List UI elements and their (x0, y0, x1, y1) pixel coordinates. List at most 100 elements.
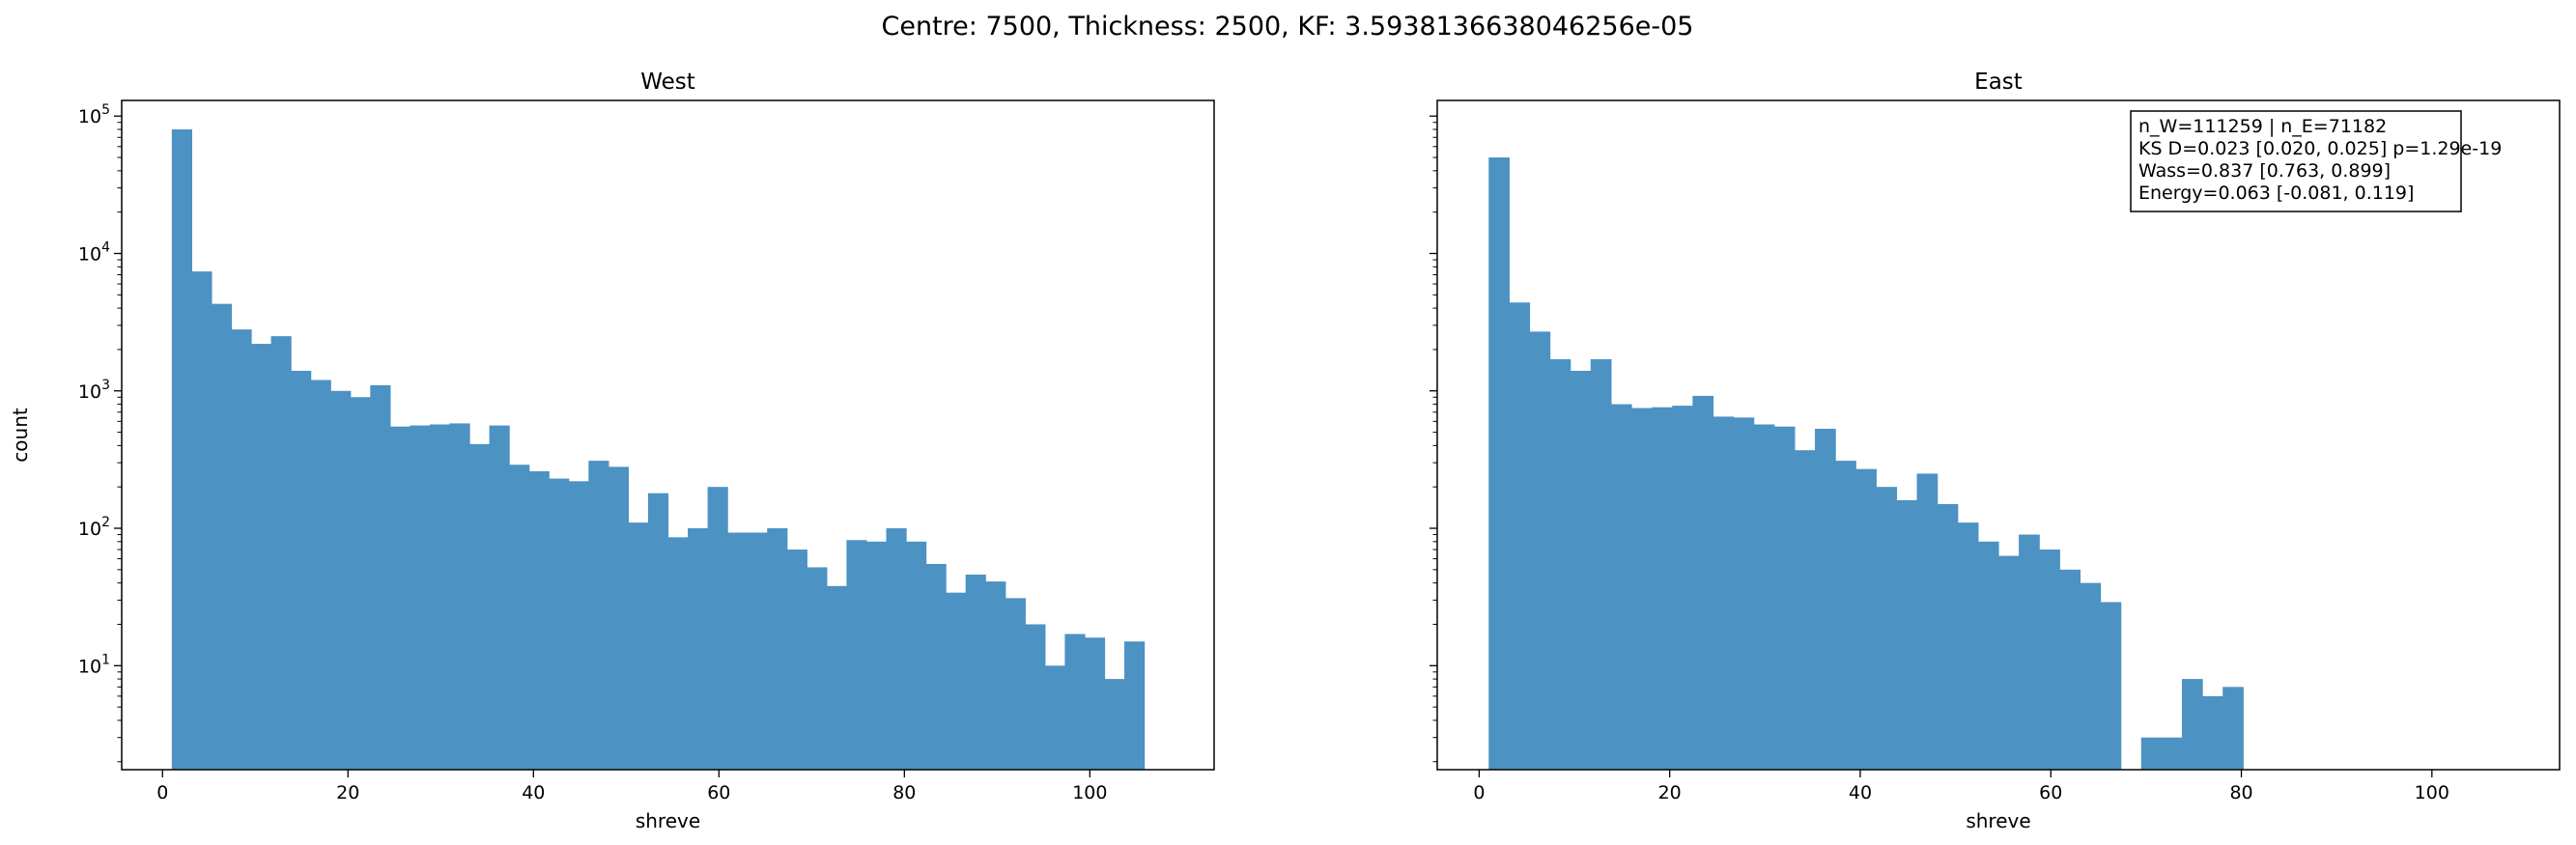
east-axes-frame (1436, 99, 2561, 771)
east-bar-14 (1773, 426, 1796, 770)
east-stats-box: n_W=111259 | n_E=71182 KS D=0.023 [0.020… (2130, 110, 2502, 212)
west-bar-34 (846, 540, 867, 770)
east-bar-16 (1815, 428, 1836, 770)
east-bar-26 (2019, 534, 2040, 770)
east-bar-6 (1610, 404, 1632, 770)
west-bar-30 (767, 528, 788, 770)
stats-line-wass: Wass=0.837 [0.763, 0.899] (2138, 160, 2391, 182)
west-bars (171, 129, 1146, 771)
west-bar-43 (1025, 624, 1046, 770)
west-bar-18 (528, 470, 550, 770)
west-bar-32 (807, 567, 828, 770)
east-bar-15 (1794, 450, 1816, 770)
east-bar-32 (2140, 737, 2163, 770)
east-bar-23 (1957, 522, 1979, 770)
east-bar-3 (1549, 358, 1571, 770)
east-xtick-label: 60 (2039, 782, 2062, 803)
east-xtick-label: 100 (2415, 782, 2449, 803)
west-bar-27 (707, 487, 728, 770)
west-bar-9 (350, 397, 371, 770)
west-x-axis-label: shreve (636, 809, 700, 832)
west-bar-42 (1005, 598, 1026, 770)
west-bar-16 (489, 425, 510, 770)
west-axes-frame (121, 99, 1215, 771)
west-bar-26 (688, 528, 709, 770)
west-bar-17 (509, 465, 530, 770)
west-bar-45 (1064, 634, 1086, 770)
east-bar-10 (1692, 395, 1714, 770)
west-bar-37 (906, 541, 927, 770)
west-histogram-panel: West shreve count 0 20 40 60 80 100 101 102 103 1… (9, 70, 1215, 832)
west-bar-22 (608, 466, 630, 770)
east-bar-19 (1876, 487, 1898, 770)
east-bar-25 (1998, 555, 2020, 770)
west-bar-8 (330, 390, 352, 770)
west-bar-44 (1044, 665, 1066, 770)
west-bar-48 (1124, 641, 1146, 770)
east-bar-0 (1488, 157, 1510, 771)
stats-line-counts: n_W=111259 | n_E=71182 (2138, 116, 2387, 137)
west-bar-12 (410, 425, 431, 770)
west-bar-41 (985, 581, 1006, 770)
east-histogram-panel: East shreve 0 20 40 60 80 100 n_W=111259 | n_… (1430, 70, 2561, 832)
west-panel-title: West (640, 70, 695, 95)
east-bar-21 (1916, 473, 1939, 770)
east-bar-35 (2202, 695, 2223, 770)
west-bar-46 (1084, 637, 1106, 770)
west-bar-35 (865, 541, 888, 770)
west-bar-39 (946, 592, 967, 770)
east-bar-20 (1896, 499, 1918, 770)
east-xtick-label: 20 (1658, 782, 1682, 803)
west-bar-25 (667, 537, 689, 770)
east-bar-11 (1713, 416, 1735, 770)
west-bar-40 (965, 575, 986, 770)
west-bar-23 (628, 522, 649, 770)
west-bar-38 (925, 563, 947, 770)
east-bar-22 (1937, 503, 1959, 770)
west-xtick-label: 60 (707, 782, 730, 803)
east-bar-7 (1631, 408, 1653, 770)
west-bar-31 (786, 549, 807, 770)
west-xtick-label: 80 (892, 782, 916, 803)
east-bar-24 (1977, 541, 1999, 770)
west-bar-5 (270, 336, 292, 770)
figure-suptitle: Centre: 7500, Thickness: 2500, KF: 3.593… (882, 12, 1694, 42)
east-xtick-label: 0 (1473, 782, 1485, 803)
east-bar-36 (2222, 687, 2244, 770)
stats-line-ks: KS D=0.023 [0.020, 0.025] p=1.29e-19 (2138, 138, 2502, 159)
west-bar-21 (588, 461, 609, 770)
west-xtick-label: 100 (1072, 782, 1107, 803)
east-xtick-label: 80 (2229, 782, 2252, 803)
west-bar-14 (449, 423, 470, 770)
east-bar-18 (1855, 468, 1877, 770)
west-ytick-label: 104 (78, 239, 110, 265)
west-bar-36 (886, 528, 907, 770)
west-bar-6 (291, 370, 312, 770)
east-bar-1 (1509, 302, 1531, 770)
west-ytick-label: 105 (78, 102, 110, 127)
west-bar-7 (310, 380, 331, 770)
east-bar-5 (1590, 358, 1612, 770)
east-bar-33 (2161, 737, 2183, 770)
west-bar-47 (1104, 679, 1125, 770)
west-bar-15 (469, 443, 491, 770)
east-bar-17 (1835, 461, 1856, 770)
east-bar-30 (2100, 602, 2122, 770)
west-ytick-label: 103 (78, 378, 110, 403)
east-bar-8 (1652, 407, 1673, 770)
east-bar-4 (1570, 370, 1592, 770)
west-bar-10 (370, 384, 391, 770)
east-xtick-label: 40 (1849, 782, 1872, 803)
west-bar-19 (549, 478, 570, 770)
east-bar-9 (1672, 406, 1693, 770)
west-xtick-label: 0 (156, 782, 168, 803)
east-bar-28 (2059, 569, 2081, 770)
east-bar-34 (2181, 679, 2203, 770)
west-xtick-label: 20 (336, 782, 359, 803)
east-bar-13 (1753, 424, 1775, 770)
east-x-axis-label: shreve (1966, 809, 2030, 832)
west-bar-28 (727, 532, 749, 770)
east-bar-2 (1529, 331, 1551, 770)
west-bar-11 (389, 426, 410, 770)
